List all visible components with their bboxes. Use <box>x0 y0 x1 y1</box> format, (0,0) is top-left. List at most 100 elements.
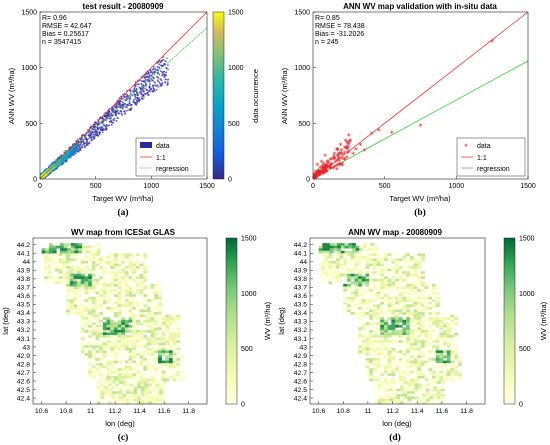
density-cell <box>134 95 137 98</box>
map-cell <box>377 381 382 384</box>
data-point: * <box>317 167 321 176</box>
map-cell <box>110 299 115 303</box>
map-cell <box>139 273 144 277</box>
map-cell <box>110 345 115 349</box>
map-cell <box>339 278 344 282</box>
map-cell <box>129 396 134 400</box>
map-cell <box>365 266 370 269</box>
map-cell <box>351 245 356 249</box>
map-cell <box>420 296 425 300</box>
map-cell <box>398 286 403 290</box>
map-cell <box>169 347 173 351</box>
map-cell <box>110 253 115 257</box>
density-cell <box>133 86 136 89</box>
map-cell <box>359 245 364 249</box>
map-cell <box>398 370 403 374</box>
map-cell <box>157 296 162 300</box>
map-cell <box>335 276 340 280</box>
data-point: * <box>313 174 317 183</box>
density-cell <box>60 160 63 163</box>
map-cell <box>63 248 68 252</box>
map-cell <box>135 322 140 326</box>
map-cell <box>118 393 123 397</box>
map-cell <box>332 253 337 257</box>
density-cell <box>138 97 140 100</box>
map-cell <box>117 271 122 275</box>
density-cell <box>136 92 138 95</box>
map-cell <box>406 365 411 369</box>
map-cell <box>424 365 429 369</box>
map-cell <box>143 306 148 310</box>
y-tick-label: 42.9 <box>17 353 30 360</box>
map-cell <box>139 301 144 305</box>
map-cell <box>450 358 455 361</box>
map-cell <box>339 268 344 272</box>
map-cell <box>143 375 148 379</box>
map-cell <box>99 332 104 336</box>
map-cell <box>135 301 140 305</box>
map-cell <box>162 396 167 400</box>
map-cell <box>387 286 392 290</box>
map-cell <box>169 363 173 366</box>
map-cell <box>402 329 407 333</box>
map-cell <box>102 278 107 282</box>
map-cell <box>358 296 363 300</box>
map-cell <box>443 319 448 323</box>
map-cell <box>73 278 78 282</box>
map-cell <box>150 317 155 321</box>
map-cell <box>391 342 396 346</box>
map-cell <box>332 271 337 275</box>
density-cell <box>124 106 127 109</box>
density-cell <box>94 128 97 131</box>
data-point: * <box>315 171 319 180</box>
density-cell <box>157 68 159 71</box>
map-cell <box>143 329 148 333</box>
map-cell <box>409 345 414 349</box>
map-cell <box>80 253 85 257</box>
map-cell <box>95 347 100 351</box>
map-cell <box>91 271 96 275</box>
map-cell <box>172 365 177 369</box>
map-cell <box>413 273 418 277</box>
map-cell <box>99 335 104 338</box>
map-cell <box>161 375 166 379</box>
map-cell <box>406 268 411 272</box>
density-cell <box>129 98 131 101</box>
density-cell <box>158 63 160 66</box>
map-cell <box>372 271 377 275</box>
map-cell <box>80 296 85 300</box>
map-cell <box>180 370 185 374</box>
map-cell <box>139 355 144 359</box>
map-cell <box>121 322 126 326</box>
map-cell <box>428 283 433 287</box>
map-cell <box>376 306 381 310</box>
map-cell <box>439 370 444 374</box>
map-cell <box>370 248 375 252</box>
density-cell <box>141 77 143 79</box>
map-cell <box>383 368 388 372</box>
density-cell <box>90 138 93 140</box>
density-cell <box>148 86 151 89</box>
density-cell <box>148 73 151 76</box>
density-cell <box>107 113 110 116</box>
map-cell <box>121 271 126 275</box>
map-cell <box>372 291 377 295</box>
map-cell <box>172 335 177 338</box>
map-cell <box>139 304 144 308</box>
map-cell <box>132 312 137 315</box>
map-cell <box>439 335 444 338</box>
map-cell <box>172 373 177 377</box>
density-cell <box>81 135 83 137</box>
map-cell <box>157 352 162 356</box>
map-cell <box>391 276 396 280</box>
map-cell <box>424 375 429 379</box>
map-cell <box>80 350 85 354</box>
map-cell <box>372 317 377 321</box>
map-cell <box>146 286 151 290</box>
density-cell <box>157 86 160 88</box>
map-cell <box>406 363 411 366</box>
density-cell <box>139 87 142 90</box>
map-cell <box>69 283 74 287</box>
map-cell <box>443 378 448 382</box>
map-cell <box>380 322 385 326</box>
